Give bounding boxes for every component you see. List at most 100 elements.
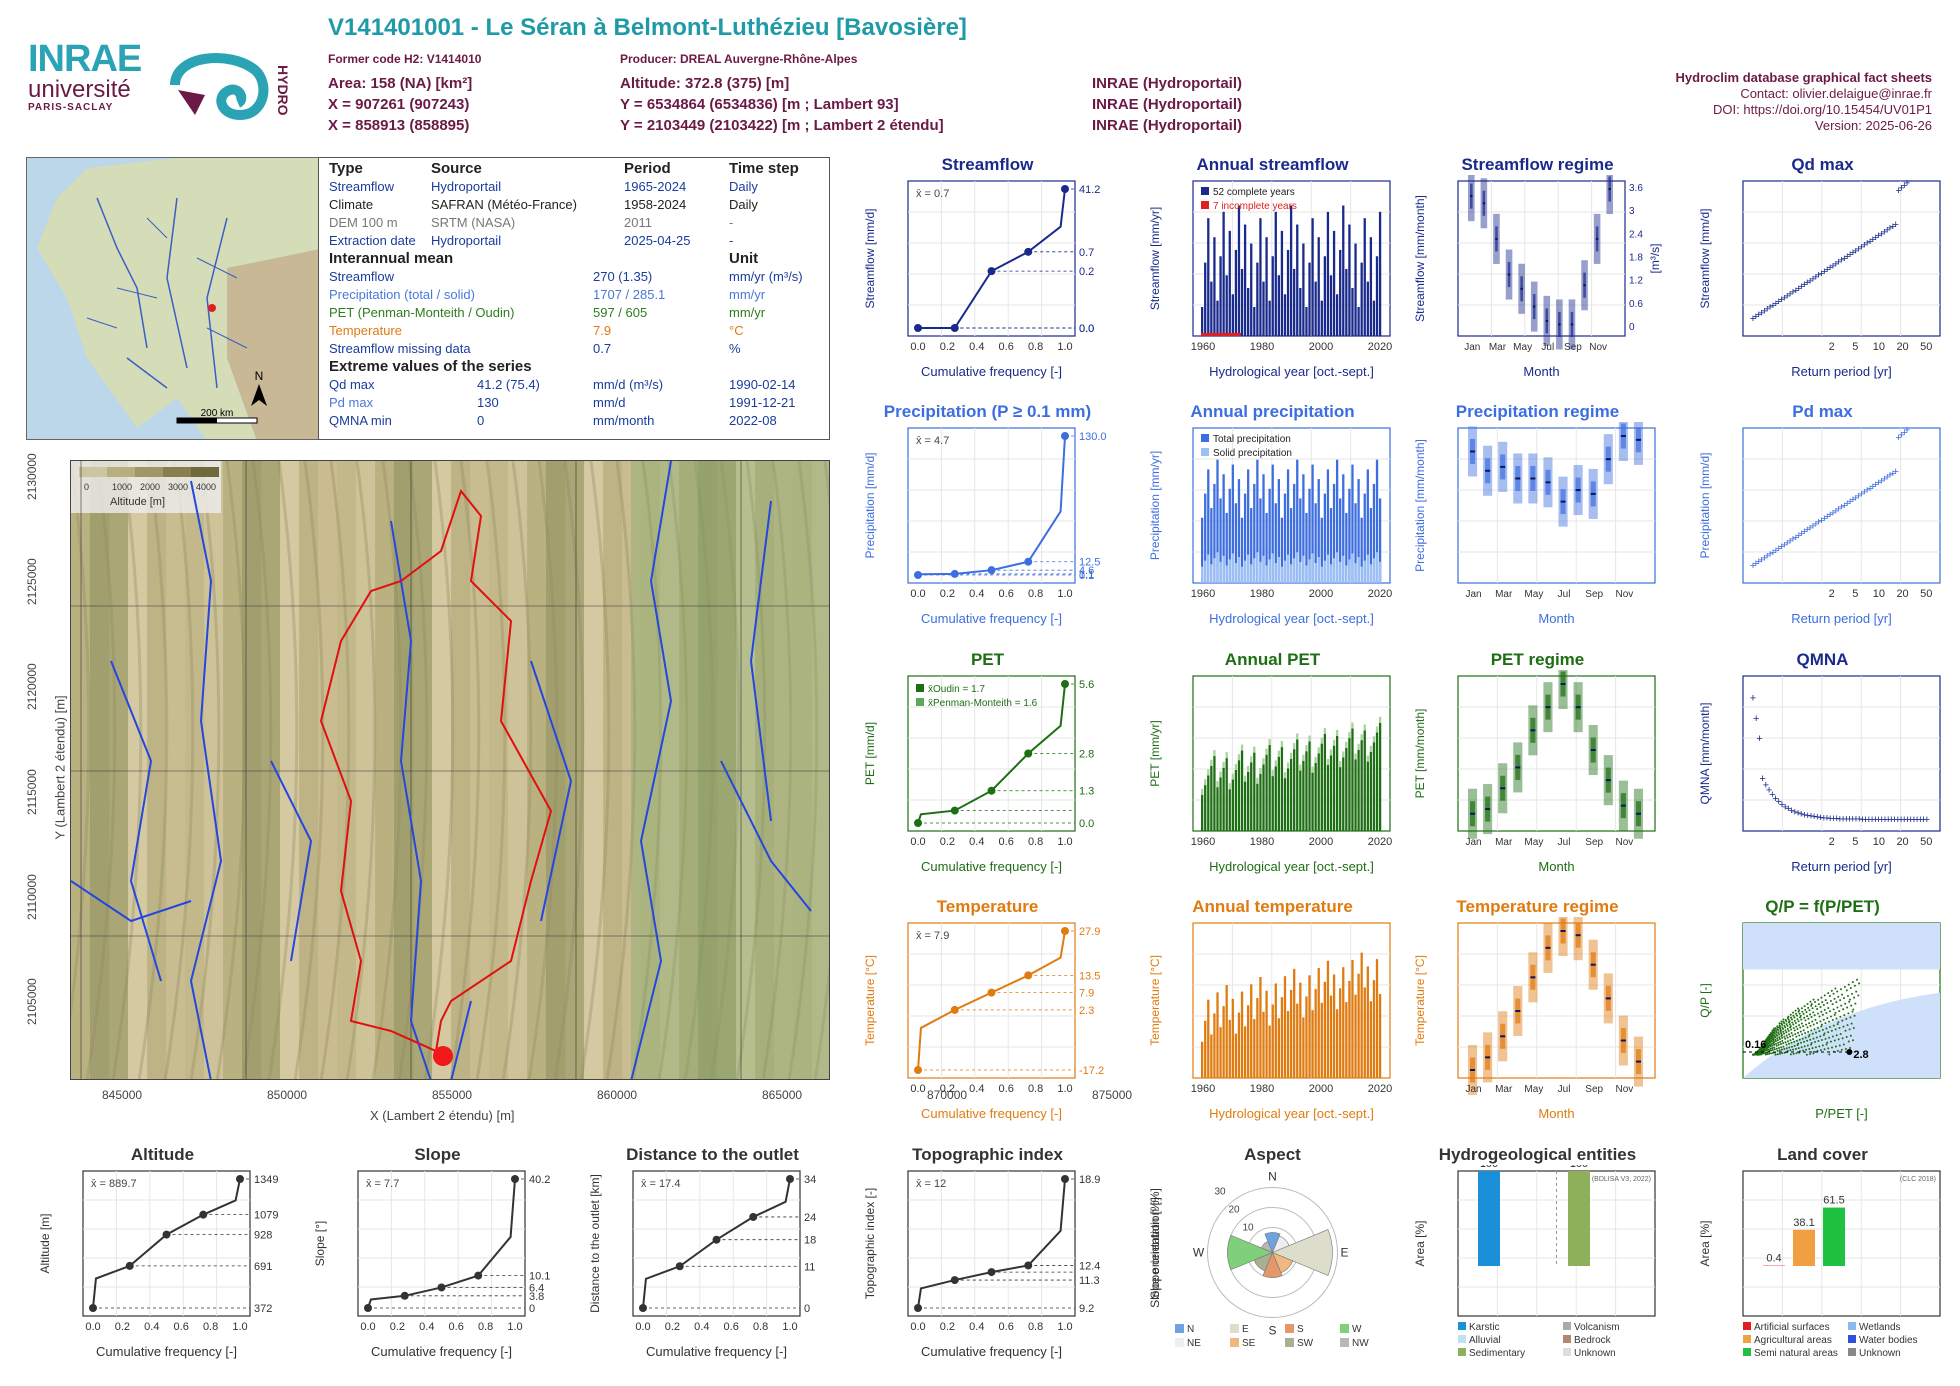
solid-bar	[1274, 563, 1277, 583]
scatter-point: +	[1807, 275, 1813, 287]
scatter-point: +	[1833, 505, 1839, 517]
x-tick: 20	[1896, 588, 1908, 600]
solid-bar	[1207, 554, 1210, 583]
solid-bar	[1326, 554, 1330, 583]
qp-point	[1775, 1044, 1778, 1047]
plot-frame	[1742, 1170, 1941, 1317]
scatter-point: +	[1804, 810, 1810, 822]
legend-label: Solid precipitation	[1213, 448, 1292, 459]
qp-point	[1799, 1014, 1802, 1017]
legend-label: 52 complete years	[1213, 187, 1295, 198]
info-row: Precipitation (total / solid) 1707 / 285.…	[329, 286, 819, 304]
annual-bar	[1345, 1002, 1348, 1078]
qp-point	[1769, 1032, 1772, 1035]
qp-point	[1780, 1033, 1783, 1036]
right-tick: 41.2	[1079, 184, 1100, 196]
x-tick: 0.4	[969, 341, 984, 353]
map-ytick: 2110000	[25, 874, 39, 920]
annual-bar	[1234, 769, 1238, 831]
scatter-point: +	[1793, 285, 1799, 297]
qp-point	[1846, 1024, 1849, 1027]
pm-bar	[1243, 775, 1247, 782]
qp-point	[1844, 1029, 1847, 1032]
solid-bar	[1293, 558, 1296, 583]
scatter-point: +	[1833, 813, 1839, 825]
qp-point	[1814, 1018, 1817, 1021]
y-axis-label: Streamflow [mm/month]	[1413, 195, 1427, 322]
pm-bar	[1219, 771, 1222, 778]
solid-bar	[1201, 566, 1204, 583]
plot-frame	[907, 1170, 1076, 1317]
station-marker	[208, 304, 216, 312]
y2-axis-label: [m³/s]	[1648, 244, 1662, 274]
qp-point	[1803, 1045, 1806, 1048]
qp-point	[1772, 1034, 1775, 1037]
x-l2e: X = 858913 (858895)	[328, 117, 470, 134]
annual-bar	[1293, 749, 1296, 831]
qp-point	[1780, 1020, 1783, 1023]
right-tick: 1079	[254, 1210, 278, 1222]
qp-point	[1774, 1038, 1777, 1041]
qp-point	[1771, 1031, 1774, 1034]
x-tick: 0.4	[144, 1321, 159, 1333]
scatter-point: +	[1758, 554, 1764, 566]
annual-bar	[1213, 1013, 1216, 1078]
legend-swatch	[1848, 1348, 1856, 1356]
qp-point	[1773, 1043, 1776, 1046]
annual-bar	[1204, 262, 1207, 336]
x-tick: 1980	[1250, 1083, 1274, 1095]
x-tick: Nov	[1615, 1084, 1633, 1095]
qp-point	[1820, 1010, 1823, 1013]
qp-point	[1804, 1008, 1807, 1011]
annual-bar	[1302, 474, 1305, 583]
annual-bar	[1268, 300, 1271, 336]
solid-bar	[1314, 563, 1317, 583]
qp-point	[1779, 1043, 1782, 1046]
qp-point	[1830, 989, 1833, 992]
legend-label: NE	[1187, 1338, 1201, 1349]
legend-swatch	[1230, 1324, 1239, 1333]
annual-bar	[1339, 988, 1342, 1078]
qp-point	[1825, 1012, 1828, 1015]
x-tick: 0.4	[694, 1321, 709, 1333]
row-step: -	[729, 215, 734, 230]
qp-point	[1796, 1018, 1799, 1021]
qp-point	[1774, 1042, 1777, 1045]
plot-frame	[907, 180, 1076, 337]
scatter-point: +	[1853, 245, 1859, 257]
qp-point	[1819, 1035, 1822, 1038]
qp-point	[1801, 1010, 1804, 1013]
pm-bar	[1268, 738, 1271, 745]
x-axis-label: P/PET [-]	[1815, 1106, 1868, 1121]
annual-bar	[1271, 464, 1274, 583]
qp-point	[1805, 1053, 1808, 1056]
solid-bar	[1253, 558, 1256, 583]
qp-point	[1776, 1026, 1779, 1029]
x-axis-label: Month	[1538, 1106, 1574, 1121]
rose-direction: N	[1268, 1170, 1277, 1184]
pm-bar	[1210, 759, 1213, 766]
scatter-point: +	[1898, 430, 1904, 442]
scatter-point: +	[1833, 258, 1839, 270]
qp-point	[1836, 1006, 1839, 1009]
qp-point	[1779, 1029, 1782, 1032]
chart-title: Qd max	[1791, 155, 1854, 174]
qp-point	[1788, 1033, 1791, 1036]
solid-bar	[1351, 553, 1354, 583]
annual-bar	[1345, 268, 1348, 336]
annual-bar	[1366, 469, 1369, 583]
scatter-point: +	[1827, 509, 1833, 521]
solid-bar	[1268, 559, 1271, 583]
qp-point	[1849, 1016, 1852, 1019]
scatter-point: +	[1821, 513, 1827, 525]
annual-bar	[1339, 498, 1342, 583]
annual-bar	[1253, 1019, 1256, 1078]
qp-point	[1816, 1026, 1819, 1029]
x-tick: 0.2	[390, 1321, 405, 1333]
solid-bar	[1342, 555, 1345, 583]
pm-bar	[1348, 732, 1351, 739]
scatter-point: +	[1898, 183, 1904, 195]
qp-point	[1778, 1033, 1781, 1036]
right-tick: 1.1	[1079, 569, 1094, 581]
solid-bar	[1283, 560, 1287, 583]
